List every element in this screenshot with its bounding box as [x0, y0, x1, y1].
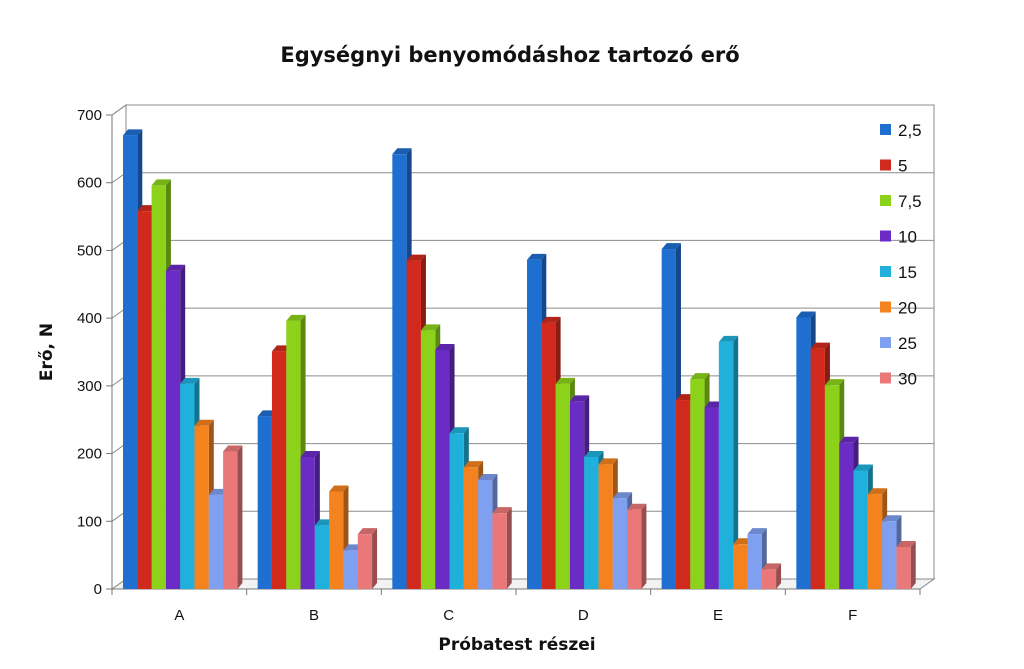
legend-label: 30	[898, 370, 917, 389]
legend-item: 7,5	[880, 192, 922, 211]
y-tick-label: 600	[77, 175, 102, 192]
x-tick-label: A	[174, 607, 184, 624]
bar	[492, 507, 512, 589]
legend-swatch	[880, 266, 891, 277]
bar	[761, 563, 782, 589]
legend-item: 20	[880, 299, 917, 318]
legend-swatch	[880, 301, 891, 313]
bar	[357, 528, 378, 589]
x-tick-label: D	[578, 607, 589, 624]
legend-item: 25	[880, 334, 917, 353]
legend-item: 30	[880, 370, 917, 389]
y-tick-label: 200	[77, 446, 102, 463]
x-tick-label: E	[713, 607, 723, 624]
legend-swatch	[880, 124, 891, 135]
y-tick-label: 500	[77, 242, 102, 259]
y-tick-label: 700	[77, 107, 102, 124]
legend: 2,5 5 7,5 10 15 20 25 30	[880, 121, 922, 389]
x-tick-label: B	[309, 607, 319, 624]
legend-item: 15	[880, 263, 917, 282]
legend-swatch	[880, 195, 891, 206]
legend-label: 15	[898, 263, 917, 282]
y-tick-label: 0	[94, 581, 102, 598]
gridline	[111, 104, 934, 116]
legend-label: 7,5	[898, 192, 922, 211]
legend-swatch	[880, 372, 891, 384]
legend-item: 5	[880, 157, 907, 176]
legend-swatch	[880, 337, 891, 348]
legend-label: 20	[898, 299, 917, 318]
legend-item: 10	[880, 228, 917, 247]
y-tick-label: 100	[77, 513, 102, 530]
bar	[896, 541, 916, 589]
x-tick-label: F	[848, 607, 857, 624]
y-axis-title: Erő, N	[37, 323, 57, 381]
plot-area: 0 100 200 300 400 500 600 700 A B C D E F	[77, 104, 936, 624]
chart-title: Egységnyi benyomódáshoz tartozó erő	[280, 43, 739, 67]
legend-label: 2,5	[898, 121, 922, 140]
x-axis-title: Próbatest részei	[438, 635, 595, 655]
bar	[223, 445, 243, 589]
x-tick-label: C	[443, 607, 454, 624]
y-tick-label: 400	[77, 310, 102, 327]
legend-label: 25	[898, 334, 917, 353]
legend-swatch	[880, 159, 891, 171]
bar	[627, 503, 647, 589]
bar	[718, 335, 739, 589]
legend-swatch	[880, 230, 891, 242]
y-tick-label: 300	[77, 378, 102, 395]
legend-item: 2,5	[880, 121, 922, 140]
legend-label: 10	[898, 228, 917, 247]
legend-label: 5	[898, 157, 907, 176]
